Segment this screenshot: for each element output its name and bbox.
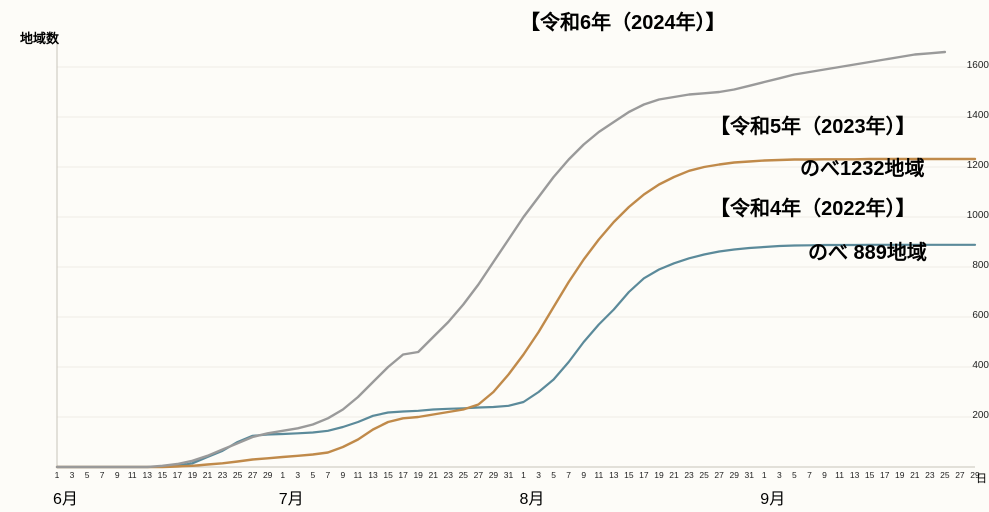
y-tick-label: 600 <box>940 310 989 321</box>
x-tick-label: 5 <box>85 470 90 480</box>
x-tick-label: 15 <box>865 470 874 480</box>
month-label: 6月 <box>53 485 78 509</box>
x-tick-label: 15 <box>158 470 167 480</box>
x-tick-label: 3 <box>295 470 300 480</box>
x-tick-label: 21 <box>910 470 919 480</box>
x-tick-label: 7 <box>326 470 331 480</box>
x-tick-label: 3 <box>536 470 541 480</box>
y-tick-label: 200 <box>940 410 989 421</box>
x-tick-label: 19 <box>413 470 422 480</box>
x-tick-label: 21 <box>203 470 212 480</box>
x-tick-label: 3 <box>70 470 75 480</box>
x-tick-label: 3 <box>777 470 782 480</box>
x-tick-label: 19 <box>188 470 197 480</box>
x-tick-label: 9 <box>341 470 346 480</box>
chart-annotation: 【令和4年（2022年）】 <box>710 192 916 221</box>
y-axis-title: 地域数 <box>20 28 59 47</box>
x-tick-label: 29 <box>489 470 498 480</box>
y-tick-label: 1400 <box>940 110 989 121</box>
y-tick-label: 1000 <box>940 210 989 221</box>
x-tick-label: 29 <box>263 470 272 480</box>
x-tick-label: 19 <box>654 470 663 480</box>
chart-annotation: 【令和6年（2024年）】 <box>520 6 726 35</box>
x-tick-label: 1 <box>55 470 60 480</box>
x-tick-label: 5 <box>310 470 315 480</box>
x-tick-label: 1 <box>521 470 526 480</box>
x-tick-label: 17 <box>880 470 889 480</box>
x-axis-end-label: 日 <box>976 470 987 486</box>
line-chart: 地域数 2004006008001000120014001600 1357911… <box>0 0 989 512</box>
x-tick-label: 23 <box>444 470 453 480</box>
x-tick-label: 11 <box>594 470 603 480</box>
x-tick-label: 21 <box>428 470 437 480</box>
x-tick-label: 27 <box>714 470 723 480</box>
x-tick-label: 27 <box>248 470 257 480</box>
x-tick-label: 31 <box>745 470 754 480</box>
x-tick-label: 13 <box>609 470 618 480</box>
x-tick-label: 9 <box>581 470 586 480</box>
x-tick-label: 13 <box>368 470 377 480</box>
x-tick-label: 19 <box>895 470 904 480</box>
x-tick-label: 9 <box>115 470 120 480</box>
x-tick-label: 17 <box>173 470 182 480</box>
x-tick-label: 17 <box>639 470 648 480</box>
x-tick-label: 15 <box>624 470 633 480</box>
x-tick-label: 27 <box>474 470 483 480</box>
x-tick-label: 25 <box>940 470 949 480</box>
y-tick-label: 1200 <box>940 160 989 171</box>
y-tick-label: 800 <box>940 260 989 271</box>
x-tick-label: 29 <box>729 470 738 480</box>
x-tick-label: 21 <box>669 470 678 480</box>
x-tick-label: 11 <box>835 470 844 480</box>
month-label: 8月 <box>520 485 545 509</box>
x-tick-label: 27 <box>955 470 964 480</box>
x-tick-label: 23 <box>925 470 934 480</box>
x-tick-label: 15 <box>383 470 392 480</box>
x-tick-label: 5 <box>551 470 556 480</box>
y-tick-label: 1600 <box>940 60 989 71</box>
x-tick-label: 7 <box>807 470 812 480</box>
x-tick-label: 25 <box>459 470 468 480</box>
x-tick-label: 23 <box>218 470 227 480</box>
x-tick-label: 7 <box>566 470 571 480</box>
y-tick-label: 400 <box>940 360 989 371</box>
chart-annotation: 【令和5年（2023年）】 <box>710 110 916 139</box>
x-tick-label: 5 <box>792 470 797 480</box>
x-tick-label: 11 <box>354 470 363 480</box>
x-tick-label: 7 <box>100 470 105 480</box>
x-tick-label: 17 <box>398 470 407 480</box>
chart-annotation: のべ 889地域 <box>808 236 927 265</box>
x-tick-label: 1 <box>762 470 767 480</box>
x-tick-label: 25 <box>699 470 708 480</box>
x-tick-label: 11 <box>128 470 137 480</box>
x-tick-label: 1 <box>280 470 285 480</box>
x-tick-label: 23 <box>684 470 693 480</box>
month-label: 9月 <box>760 485 785 509</box>
month-label: 7月 <box>279 485 304 509</box>
x-tick-label: 13 <box>143 470 152 480</box>
x-tick-label: 31 <box>504 470 513 480</box>
chart-annotation: のべ1232地域 <box>800 152 925 181</box>
x-tick-label: 25 <box>233 470 242 480</box>
x-tick-label: 13 <box>850 470 859 480</box>
x-tick-label: 9 <box>822 470 827 480</box>
